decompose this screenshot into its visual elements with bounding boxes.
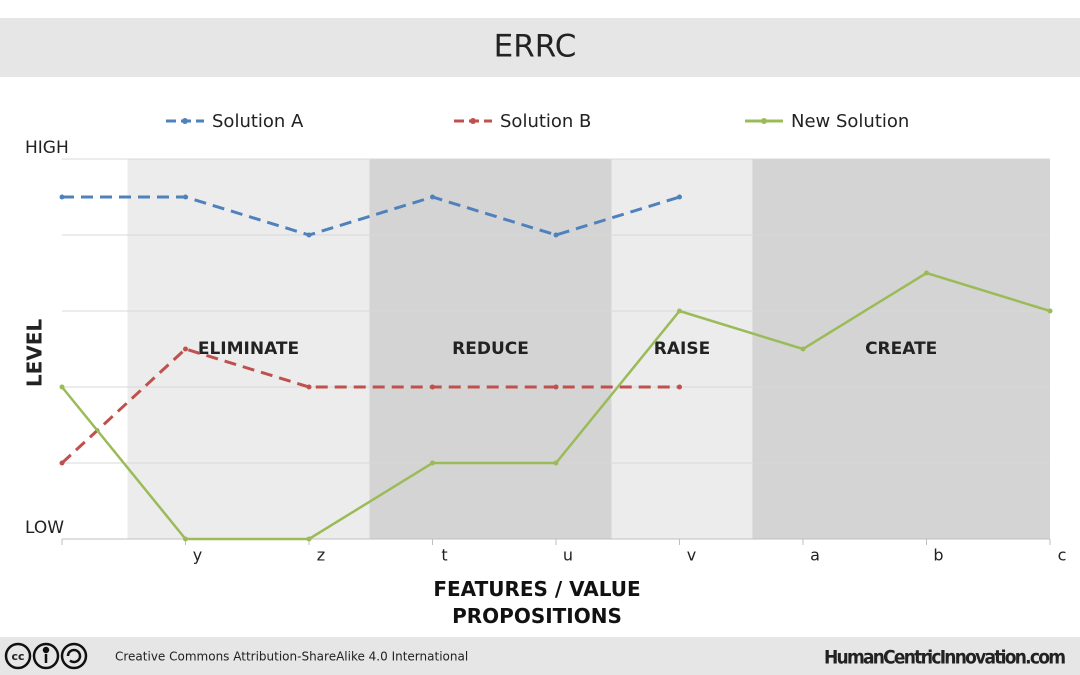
legend-point: [470, 118, 476, 124]
svg-text:cc: cc: [11, 650, 24, 663]
legend-label: Solution B: [500, 111, 591, 132]
legend-label: New Solution: [791, 111, 909, 132]
region: [611, 159, 753, 539]
cc-icons: cc: [4, 642, 88, 670]
point: [183, 194, 188, 200]
license-text: Creative Commons Attribution-ShareAlike …: [115, 650, 468, 664]
x-axis-label: FEATURES / VALUE PROPOSITIONS: [433, 577, 641, 628]
point: [553, 384, 559, 390]
point: [59, 460, 65, 466]
point: [183, 346, 188, 352]
series-line: [62, 195, 680, 237]
x-tick-label: y: [193, 546, 202, 565]
legend-label: Solution A: [212, 111, 304, 132]
region-label: REDUCE: [452, 339, 529, 359]
chart-title: ERRC: [494, 29, 577, 65]
site-name: HumanCentricInnovation.com: [824, 647, 1066, 669]
point: [553, 460, 559, 466]
x-tick-label: t: [441, 546, 447, 565]
x-tick-label: c: [1058, 546, 1067, 565]
title-bar: [0, 18, 1080, 77]
point: [430, 194, 435, 200]
series-line: [60, 347, 680, 465]
point: [59, 384, 65, 390]
legend-point: [761, 118, 767, 124]
y-axis-label: LEVEL: [23, 319, 47, 388]
footer-bar: [0, 637, 1080, 675]
x-tick-label: a: [810, 546, 820, 565]
point: [677, 384, 682, 390]
region: [127, 159, 370, 539]
point: [59, 194, 65, 200]
point: [430, 460, 435, 466]
point: [306, 536, 312, 542]
point: [924, 270, 929, 276]
point: [430, 384, 435, 390]
x-tick-label: u: [563, 546, 573, 565]
y-tick-label: LOW: [25, 518, 64, 538]
y-tick-label: HIGH: [25, 138, 69, 158]
x-tick-label: z: [317, 546, 325, 565]
x-tick-label: b: [933, 546, 943, 565]
point: [1047, 308, 1053, 314]
region-label: RAISE: [654, 339, 710, 359]
point: [183, 536, 188, 542]
point: [306, 232, 312, 238]
point: [677, 308, 682, 314]
point: [677, 194, 682, 200]
plot-area: LOW HIGH ELIMINATE REDUCE RAISE CREATE y z t u v a b…: [25, 138, 1066, 565]
legend-point: [182, 118, 188, 124]
point: [553, 232, 559, 238]
point: [306, 384, 312, 390]
point: [800, 346, 806, 352]
region-label: CREATE: [865, 339, 937, 359]
region-label: ELIMINATE: [198, 339, 299, 359]
x-tick-label: v: [687, 546, 696, 565]
